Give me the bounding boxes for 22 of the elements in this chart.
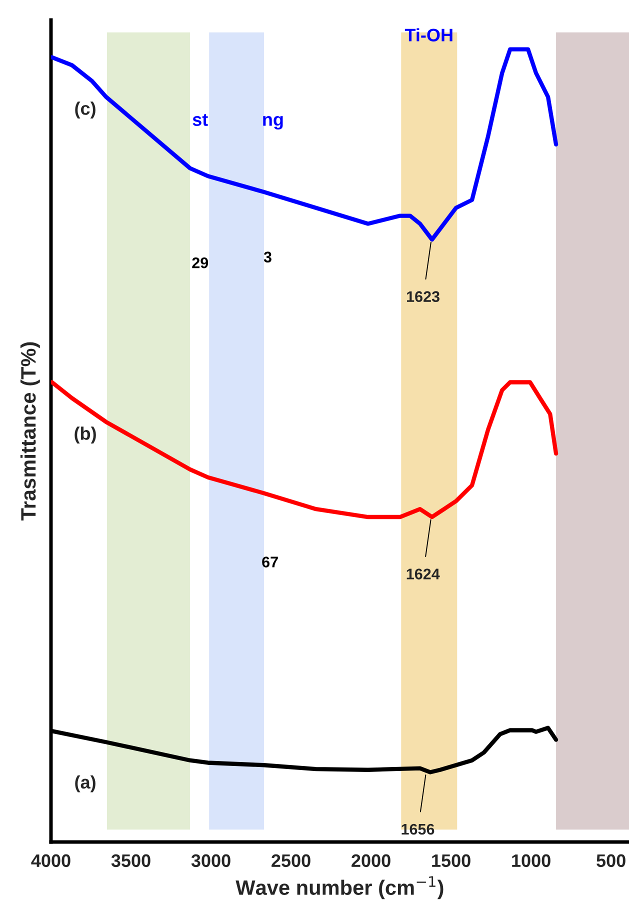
x-axis-title: Wave number (cm$^{−1}$) bbox=[236, 876, 444, 900]
x-tick-label: 1000 bbox=[512, 854, 550, 868]
annotation: 1624 bbox=[406, 568, 440, 580]
x-tick-label: 500 bbox=[596, 854, 626, 868]
x-tick-label: 3500 bbox=[111, 854, 150, 868]
series-label: (c) bbox=[75, 102, 96, 118]
x-tick-label: 4000 bbox=[31, 854, 70, 868]
series-label: (b) bbox=[74, 426, 96, 444]
annotation: st bbox=[192, 114, 208, 126]
annotation: 29 bbox=[192, 257, 208, 268]
annotation: 1656 bbox=[402, 824, 434, 835]
x-tick-label: 2000 bbox=[352, 854, 390, 868]
x-tick-label: 2500 bbox=[272, 854, 310, 868]
x-tick-label: 1500 bbox=[432, 854, 470, 868]
annotation: 67 bbox=[262, 556, 278, 568]
series-label: (a) bbox=[75, 775, 96, 792]
annotation: 1623 bbox=[407, 291, 440, 302]
y-axis-title: Trasmittance (T%) bbox=[20, 342, 40, 520]
annotation: 3 bbox=[264, 252, 272, 263]
annotation: ng bbox=[263, 116, 283, 130]
x-tick-label: 3000 bbox=[191, 854, 230, 868]
band-label: Ti-OH bbox=[404, 28, 452, 42]
